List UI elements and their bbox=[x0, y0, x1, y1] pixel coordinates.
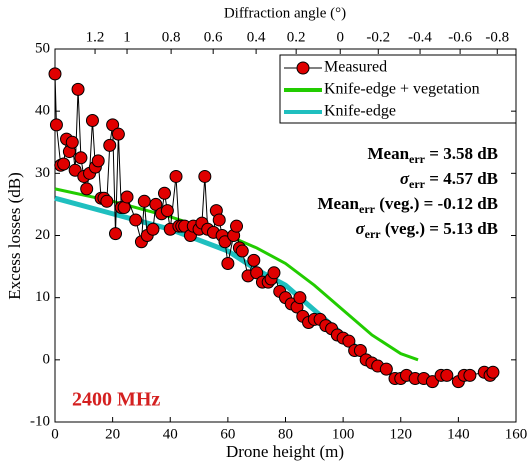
y-tick-label: 50 bbox=[35, 40, 50, 56]
data-point bbox=[129, 213, 143, 227]
x-tick-label: 160 bbox=[505, 426, 528, 442]
data-point bbox=[293, 291, 307, 305]
data-point bbox=[267, 266, 281, 280]
data-point bbox=[57, 157, 71, 171]
x-axis-label: Drone height (m) bbox=[226, 442, 344, 461]
data-point bbox=[80, 182, 94, 196]
annotation-sub: err bbox=[409, 152, 426, 166]
x-tick-label: 40 bbox=[163, 426, 178, 442]
x2-tick-label: 0.6 bbox=[204, 29, 223, 45]
data-point bbox=[235, 244, 249, 258]
y-tick-label: 10 bbox=[35, 289, 50, 305]
data-point bbox=[379, 362, 393, 376]
x2-tick-label: -0.4 bbox=[408, 29, 432, 45]
legend-label: Knife-edge bbox=[324, 103, 396, 120]
x2-tick-label: -0.6 bbox=[448, 29, 472, 45]
x2-tick-label: -0.2 bbox=[366, 29, 390, 45]
annotation-lead: Mean bbox=[317, 194, 359, 213]
annotation: Meanerr (veg.) = -0.12 dB bbox=[317, 194, 498, 216]
data-point bbox=[247, 253, 261, 267]
data-point bbox=[342, 334, 356, 348]
data-point bbox=[111, 127, 125, 141]
data-point bbox=[463, 368, 477, 382]
data-point bbox=[106, 118, 120, 132]
data-point bbox=[117, 201, 131, 215]
y-tick-label: 20 bbox=[35, 227, 50, 243]
data-point bbox=[160, 204, 174, 218]
annotation-tail: (veg.) = -0.12 dB bbox=[375, 194, 498, 213]
series-line bbox=[54, 195, 371, 362]
y-tick-label: 40 bbox=[35, 103, 50, 119]
legend-label: Measured bbox=[324, 59, 387, 76]
x-tick-label: 120 bbox=[390, 426, 413, 442]
data-point bbox=[71, 82, 85, 96]
annotation: σerr = 4.57 dB bbox=[400, 169, 498, 191]
annotation-lead: Mean bbox=[367, 144, 409, 163]
data-point bbox=[91, 154, 105, 168]
data-point bbox=[212, 213, 226, 227]
data-point bbox=[48, 67, 62, 81]
annotation-lead: σ bbox=[355, 219, 365, 238]
data-point bbox=[221, 256, 235, 270]
x-tick-label: 0 bbox=[51, 426, 59, 442]
y-tick-label: 0 bbox=[43, 351, 51, 367]
x-tick-label: 80 bbox=[278, 426, 293, 442]
annotation-sub: err bbox=[359, 202, 376, 216]
x2-tick-label: 0.4 bbox=[247, 29, 266, 45]
data-point bbox=[137, 194, 151, 208]
x2-tick-label: 0.2 bbox=[287, 29, 306, 45]
data-point bbox=[486, 365, 500, 379]
x2-axis-label: Diffraction angle (°) bbox=[224, 5, 346, 21]
annotation: σerr (veg.) = 5.13 dB bbox=[355, 219, 498, 241]
annotation-lead: σ bbox=[400, 169, 410, 188]
data-point bbox=[85, 113, 99, 127]
annotation-sub: err bbox=[365, 227, 382, 241]
x2-tick-label: 0.8 bbox=[162, 29, 181, 45]
data-point bbox=[109, 227, 123, 241]
y-tick-label: -10 bbox=[30, 413, 50, 429]
data-point bbox=[103, 138, 117, 152]
annotation-tail: = 4.57 dB bbox=[425, 169, 498, 188]
x-tick-label: 140 bbox=[447, 426, 470, 442]
data-point bbox=[440, 368, 454, 382]
series-line bbox=[54, 187, 419, 362]
legend-marker bbox=[296, 61, 310, 75]
data-point bbox=[230, 219, 244, 233]
data-point bbox=[146, 222, 160, 236]
annotation-tail: (veg.) = 5.13 dB bbox=[381, 219, 498, 238]
x-tick-label: 20 bbox=[105, 426, 120, 442]
data-point bbox=[169, 169, 183, 183]
legend-label: Knife-edge + vegetation bbox=[324, 81, 480, 98]
data-point bbox=[65, 135, 79, 149]
x2-tick-label: 1.2 bbox=[86, 29, 105, 45]
data-point bbox=[250, 266, 264, 280]
data-point bbox=[120, 190, 134, 204]
data-point bbox=[198, 169, 212, 183]
x-tick-label: 100 bbox=[332, 426, 355, 442]
data-point bbox=[157, 186, 171, 200]
data-point bbox=[100, 194, 114, 208]
x2-tick-label: 0 bbox=[336, 29, 344, 45]
annotation: Meanerr = 3.58 dB bbox=[367, 144, 498, 166]
y-axis-label: Excess losses (dB) bbox=[5, 172, 24, 299]
x-tick-label: 60 bbox=[220, 426, 235, 442]
data-point bbox=[353, 344, 367, 358]
y-tick-label: 30 bbox=[35, 165, 50, 181]
annotation-sub: err bbox=[409, 177, 426, 191]
data-point bbox=[149, 197, 163, 211]
x2-tick-label: 1 bbox=[123, 29, 131, 45]
data-point bbox=[74, 151, 88, 165]
x2-tick-label: -0.8 bbox=[485, 29, 509, 45]
data-point bbox=[49, 118, 63, 132]
annotation-tail: = 3.58 dB bbox=[425, 144, 498, 163]
frequency-label: 2400 MHz bbox=[72, 389, 160, 411]
